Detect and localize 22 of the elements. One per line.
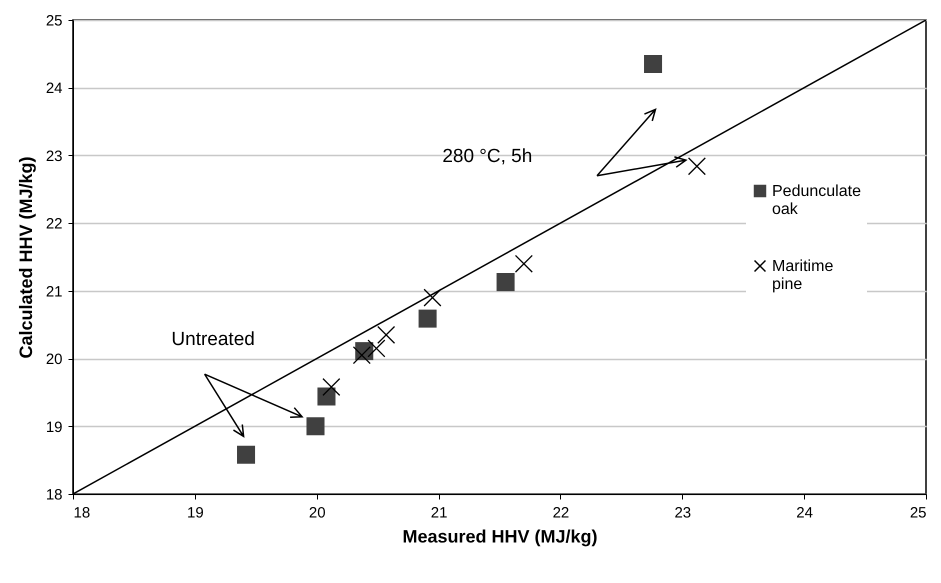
y-tick-label: 18 [46, 486, 62, 504]
x-tick-label: 20 [308, 504, 326, 522]
x-tick-label: 24 [796, 504, 813, 522]
x-tick-label: 22 [552, 504, 570, 522]
annotation: 280 °C, 5h [442, 146, 532, 168]
x-tick-label: 21 [430, 504, 448, 522]
x-tick-label: 25 [910, 504, 926, 522]
annotation: Untreated [171, 329, 255, 350]
x-tick-label: 23 [674, 504, 692, 522]
legend-label: Maritime pine [772, 258, 834, 293]
y-tick-label: 23 [46, 148, 62, 165]
y-tick-label: 19 [46, 418, 62, 436]
y-tick-label: 22 [46, 216, 62, 233]
x-tick-label: 19 [187, 504, 204, 522]
y-tick-label: 20 [46, 351, 62, 368]
legend-label: Pedunculate oak [772, 183, 862, 218]
x-axis-title: Measured HHV (MJ/kg) [402, 526, 598, 546]
y-axis-title: Calculated HHV (MJ/kg) [16, 156, 36, 359]
x-tick-label: 18 [74, 504, 90, 522]
y-tick-label: 25 [46, 12, 62, 30]
y-tick-label: 21 [46, 283, 62, 300]
y-tick-label: 24 [46, 80, 62, 98]
